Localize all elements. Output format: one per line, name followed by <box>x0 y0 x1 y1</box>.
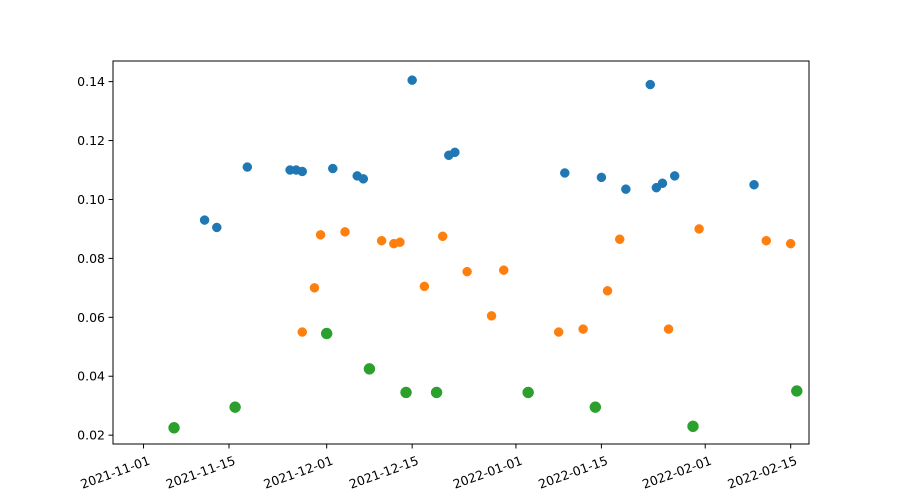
y-tick-label: 0.12 <box>77 133 105 148</box>
series-2-point <box>785 238 796 249</box>
series-1-point <box>297 166 308 177</box>
series-3-point <box>363 363 376 375</box>
plot-area-frame <box>112 60 810 445</box>
data-points <box>168 75 803 434</box>
series-1-point <box>242 162 253 172</box>
y-tick-label: 0.14 <box>77 74 105 89</box>
series-1-point <box>621 184 631 194</box>
y-tick-label: 0.04 <box>77 369 105 384</box>
series-3-point <box>320 327 333 340</box>
series-2-point <box>419 281 430 292</box>
series-3-point <box>687 420 699 433</box>
series-2-point <box>315 230 326 240</box>
series-3-point <box>229 401 241 413</box>
series-2-point <box>437 231 448 242</box>
series-2-point <box>297 327 308 337</box>
series-2-point <box>761 235 772 246</box>
series-1-point <box>645 79 656 90</box>
series-1-point <box>669 171 680 181</box>
series-1-point <box>749 179 759 190</box>
y-tick-label: 0.08 <box>77 251 105 266</box>
y-tick-label: 0.10 <box>77 192 105 207</box>
series-2-point <box>694 224 704 234</box>
series-3-point <box>168 422 180 434</box>
series-2-point <box>498 265 509 275</box>
series-1-point <box>407 75 417 85</box>
series-1-point <box>596 172 607 183</box>
series-2-point <box>553 327 564 337</box>
y-axis: 0.02 0.04 0.06 0.08 0.10 0.12 0.14 <box>77 74 113 443</box>
series-1-point <box>212 222 222 233</box>
series-2-point <box>578 324 588 334</box>
y-tick-label: 0.02 <box>77 428 105 443</box>
y-tick-label: 0.06 <box>77 310 105 325</box>
series-2-point <box>614 234 625 244</box>
series-1-point <box>450 147 460 158</box>
series-2-point <box>340 227 350 237</box>
series-1-point <box>657 178 668 189</box>
series-2-point <box>602 286 613 296</box>
series-1-point <box>199 215 210 225</box>
series-1-point <box>358 174 369 184</box>
series-3-point <box>589 401 602 413</box>
series-3-point <box>522 386 534 399</box>
series-3-point <box>430 386 443 399</box>
series-3-point <box>791 385 803 397</box>
series-1-point <box>560 168 570 178</box>
series-2-point <box>663 324 674 334</box>
series-1-point <box>328 163 338 174</box>
series-2-point <box>309 283 320 293</box>
series-2-point <box>462 266 472 277</box>
series-2-point <box>486 311 497 321</box>
series-3-point <box>400 386 412 399</box>
series-2-point <box>376 235 387 246</box>
series-2-point <box>395 237 405 247</box>
